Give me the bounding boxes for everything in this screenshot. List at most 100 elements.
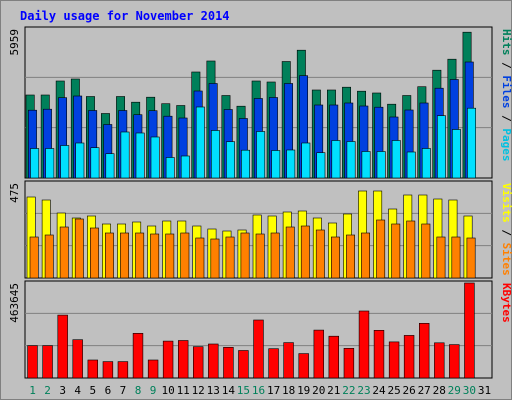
chart-panels: 5959 Hits / Files / Pages 475 Visits / Site… <box>8 26 512 379</box>
bar-pages-day-22 <box>346 141 356 179</box>
day-label: 2 <box>44 384 51 397</box>
bar-kbytes-day-25 <box>388 341 400 379</box>
bar-kbytes-day-15 <box>238 350 249 379</box>
legend-entry: / <box>500 223 512 243</box>
bar-kbytes-day-13 <box>208 343 219 379</box>
bar-kbytes-day-22 <box>343 347 355 379</box>
legend-entry: / <box>500 109 512 129</box>
bar-pages-day-16 <box>256 131 266 179</box>
legend-entry: Pages <box>500 128 512 161</box>
legend-entry: / <box>500 56 512 76</box>
bar-pages-day-6 <box>105 153 115 179</box>
bar-kbytes-day-29 <box>449 344 460 379</box>
legend-entry: Visits <box>500 183 512 223</box>
day-label: 6 <box>105 384 112 397</box>
day-label: 1 <box>29 384 36 397</box>
day-label: 4 <box>74 384 81 397</box>
bar-pages-day-15 <box>241 149 250 179</box>
bar-sites-day-9 <box>150 233 160 279</box>
bar-kbytes-day-6 <box>102 361 114 379</box>
bar-pages-day-19 <box>301 142 311 179</box>
bar-sites-day-18 <box>285 226 295 279</box>
day-label: 27 <box>418 384 431 397</box>
bar-sites-day-13 <box>210 238 220 279</box>
bar-kbytes-day-20 <box>313 329 324 379</box>
bar-pages-day-18 <box>286 149 296 179</box>
bar-pages-day-7 <box>120 131 130 179</box>
bar-pages-day-8 <box>135 132 145 179</box>
bar-pages-day-4 <box>75 142 85 179</box>
bar-pages-day-1 <box>30 148 40 179</box>
bar-sites-day-16 <box>255 233 265 279</box>
bar-pages-day-30 <box>467 107 476 179</box>
bar-kbytes-day-9 <box>147 359 159 379</box>
bar-sites-day-27 <box>421 223 431 279</box>
day-label: 3 <box>59 384 66 397</box>
bar-sites-day-21 <box>330 236 340 279</box>
bar-pages-day-21 <box>331 140 341 179</box>
bar-kbytes-day-19 <box>298 353 309 379</box>
bar-sites-day-17 <box>270 232 280 279</box>
bar-pages-day-5 <box>90 147 100 179</box>
day-label: 14 <box>222 384 236 397</box>
side-legend: Hits / Files / Pages <box>500 29 512 162</box>
panel-hits-files-pages: 5959 Hits / Files / Pages <box>8 26 512 179</box>
bar-sites-day-2 <box>44 234 54 279</box>
bar-kbytes-day-17 <box>268 348 279 379</box>
bar-sites-day-28 <box>436 236 446 279</box>
bar-pages-day-24 <box>376 151 386 179</box>
bar-pages-day-23 <box>361 151 371 179</box>
bar-pages-day-2 <box>45 148 55 179</box>
bar-sites-day-8 <box>135 232 145 279</box>
bar-sites-day-6 <box>105 232 114 279</box>
day-label: 31 <box>478 384 491 397</box>
day-label: 9 <box>150 384 157 397</box>
legend-entry: Files <box>500 75 512 108</box>
bar-kbytes-day-5 <box>87 359 99 379</box>
bar-kbytes-day-4 <box>72 339 83 379</box>
bar-sites-day-14 <box>225 236 235 279</box>
day-label: 29 <box>448 384 461 397</box>
bar-sites-day-29 <box>451 236 461 279</box>
day-label: 17 <box>267 384 280 397</box>
bar-sites-day-5 <box>90 227 99 279</box>
day-label: 16 <box>252 384 265 397</box>
day-label: 28 <box>433 384 446 397</box>
day-label: 19 <box>297 384 310 397</box>
bar-sites-day-12 <box>195 237 205 279</box>
day-label: 25 <box>387 384 400 397</box>
bar-sites-day-15 <box>240 232 250 279</box>
day-label: 30 <box>463 384 476 397</box>
bar-kbytes-day-10 <box>162 340 174 379</box>
panel-kbytes: 463645 KBytes <box>8 280 512 379</box>
bar-sites-day-1 <box>29 236 39 279</box>
day-label: 21 <box>327 384 340 397</box>
bar-pages-day-27 <box>421 148 431 179</box>
day-label: 8 <box>135 384 142 397</box>
bar-kbytes-day-21 <box>328 335 339 379</box>
bar-pages-day-14 <box>226 141 235 179</box>
side-legend: KBytes <box>500 283 512 323</box>
bar-sites-day-10 <box>165 233 175 279</box>
bar-pages-day-13 <box>211 130 220 179</box>
bar-kbytes-day-24 <box>373 329 385 379</box>
day-label: 20 <box>312 384 325 397</box>
axis-max-label: 475 <box>8 183 21 203</box>
day-label: 18 <box>282 384 295 397</box>
bar-sites-day-25 <box>391 223 401 279</box>
day-label: 13 <box>207 384 220 397</box>
day-label: 7 <box>120 384 127 397</box>
bar-pages-day-25 <box>391 140 401 179</box>
bar-kbytes-day-28 <box>434 342 445 379</box>
bar-kbytes-day-23 <box>358 310 370 379</box>
bar-kbytes-day-27 <box>418 322 430 379</box>
bar-kbytes-day-2 <box>42 345 53 379</box>
legend-entry: Sites <box>500 243 512 276</box>
bar-pages-day-20 <box>316 152 326 179</box>
axis-max-label: 5959 <box>8 29 21 56</box>
bar-pages-day-11 <box>180 155 190 179</box>
axis-max-label: 463645 <box>8 283 21 323</box>
bar-pages-day-10 <box>165 157 175 179</box>
day-label: 11 <box>177 384 190 397</box>
